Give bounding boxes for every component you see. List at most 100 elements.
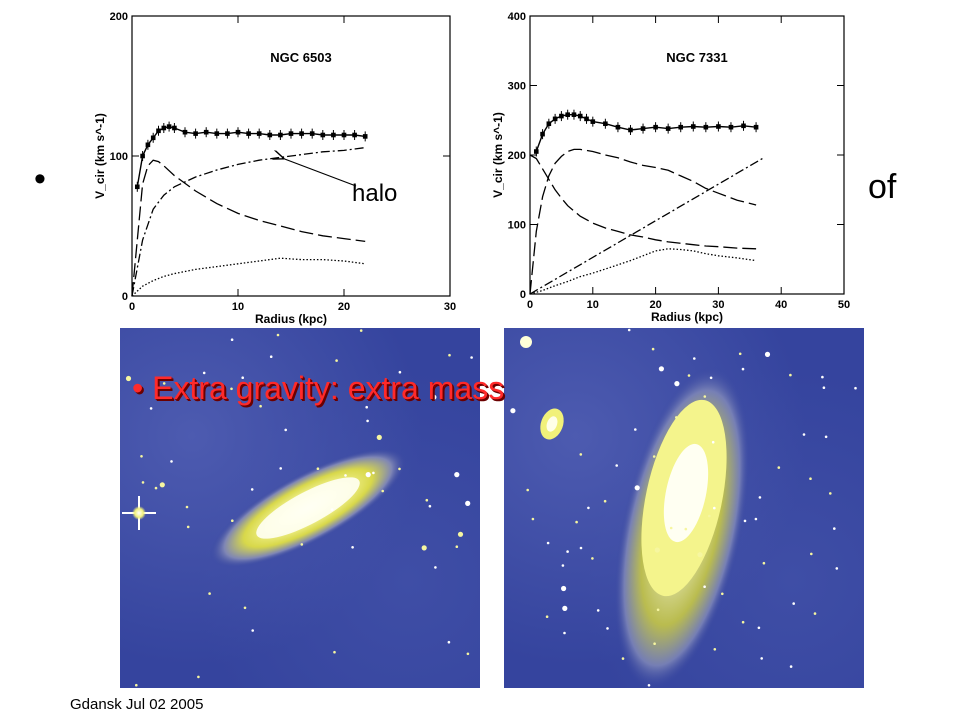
field-star bbox=[230, 387, 233, 391]
data-point bbox=[225, 131, 230, 136]
data-point bbox=[256, 131, 262, 136]
y-tick-label: 200 bbox=[508, 150, 526, 162]
series-line-long-dash bbox=[529, 148, 757, 295]
field-star bbox=[703, 395, 707, 398]
field-star bbox=[186, 525, 190, 529]
field-star bbox=[231, 519, 234, 522]
x-tick-label: 20 bbox=[649, 299, 661, 311]
field-star bbox=[809, 477, 812, 480]
field-star bbox=[687, 374, 691, 377]
field-star bbox=[269, 355, 273, 358]
field-star bbox=[381, 489, 385, 493]
x-tick-label: 30 bbox=[444, 301, 456, 313]
series-line-dotted bbox=[529, 248, 757, 295]
chart-ngc7331-panel: 0 10 20 30 40 50 0 100 200 300 400 NGC 7331 Radius (… bbox=[470, 0, 860, 328]
data-point bbox=[352, 132, 357, 138]
bullet-extra-gravity-text: Extra gravity: extra mass bbox=[152, 370, 505, 406]
chart-ngc6503: 0 10 20 30 0 100 200 NGC 6503 Radius (kpc) V_cir … bbox=[93, 11, 456, 326]
field-star bbox=[141, 481, 145, 484]
field-star bbox=[741, 620, 745, 624]
field-star bbox=[693, 357, 696, 360]
field-star bbox=[829, 492, 832, 495]
x-tick-label: 20 bbox=[338, 301, 350, 313]
field-star bbox=[758, 496, 762, 499]
field-star bbox=[802, 433, 806, 436]
field-star bbox=[359, 329, 363, 332]
footer-text: Gdansk Jul 02 2005 bbox=[70, 696, 204, 713]
field-star bbox=[652, 455, 656, 458]
field-star bbox=[627, 328, 631, 332]
field-star bbox=[208, 592, 211, 595]
field-star bbox=[561, 585, 567, 592]
x-axis-label: Radius (kpc) bbox=[651, 310, 723, 324]
field-star bbox=[454, 472, 460, 478]
field-star bbox=[154, 486, 158, 490]
field-star bbox=[621, 657, 625, 660]
halo-label: halo bbox=[348, 180, 402, 208]
field-star bbox=[615, 464, 618, 467]
field-star bbox=[835, 567, 839, 570]
data-point bbox=[309, 131, 315, 136]
y-tick-label: 400 bbox=[508, 11, 526, 23]
data-point bbox=[182, 129, 188, 135]
field-star bbox=[764, 351, 771, 357]
field-star bbox=[792, 602, 795, 605]
field-star bbox=[654, 547, 660, 553]
field-star bbox=[421, 545, 427, 551]
field-star bbox=[149, 407, 153, 410]
data-point bbox=[552, 116, 558, 122]
y-axis-label: V_cir (km s^-1) bbox=[93, 113, 107, 199]
field-star bbox=[658, 366, 664, 372]
field-star bbox=[743, 519, 747, 523]
data-point bbox=[166, 124, 172, 129]
data-point bbox=[278, 132, 283, 138]
field-star bbox=[757, 626, 761, 630]
series-line-long-dash bbox=[529, 154, 757, 250]
field-star bbox=[669, 526, 673, 530]
field-star bbox=[300, 543, 304, 546]
field-star bbox=[279, 467, 282, 470]
field-star bbox=[760, 657, 763, 660]
data-point bbox=[565, 112, 570, 117]
field-star bbox=[762, 561, 766, 565]
field-star bbox=[697, 552, 703, 558]
field-star bbox=[162, 382, 166, 385]
data-point bbox=[653, 124, 658, 130]
field-star bbox=[579, 546, 583, 550]
field-star bbox=[425, 498, 429, 502]
field-star bbox=[634, 428, 637, 431]
chart-ngc6503-panel: 0 10 20 30 0 100 200 NGC 6503 Radius (kpc) V_cir … bbox=[70, 0, 470, 328]
field-star bbox=[250, 488, 254, 491]
field-star bbox=[466, 652, 470, 656]
field-star bbox=[754, 517, 758, 521]
data-point bbox=[678, 124, 684, 130]
field-star bbox=[603, 499, 607, 503]
data-point bbox=[753, 124, 759, 130]
bullet-extra-gravity: • Extra gravity: extra mass bbox=[132, 370, 504, 407]
chart-title: NGC 7331 bbox=[666, 50, 727, 65]
data-point bbox=[172, 125, 177, 131]
x-tick-label: 0 bbox=[129, 301, 135, 313]
field-star bbox=[434, 566, 437, 569]
field-star bbox=[531, 517, 535, 521]
field-star bbox=[284, 428, 287, 432]
series-line-dash-dot bbox=[529, 157, 763, 295]
field-star bbox=[259, 404, 262, 408]
field-star bbox=[230, 338, 234, 341]
field-star bbox=[376, 434, 382, 440]
field-star bbox=[606, 627, 609, 630]
field-star bbox=[330, 508, 334, 511]
data-point bbox=[193, 131, 198, 136]
field-star bbox=[713, 648, 717, 651]
x-tick-label: 0 bbox=[527, 299, 533, 311]
galaxy-ngc7331-drawing bbox=[510, 328, 857, 688]
red-bullet-dot: • bbox=[132, 370, 153, 406]
series-line-observed bbox=[535, 113, 757, 152]
data-point bbox=[690, 124, 696, 129]
x-tick-label: 50 bbox=[838, 299, 850, 311]
field-star bbox=[813, 612, 817, 615]
field-star bbox=[713, 506, 716, 510]
x-tick-label: 10 bbox=[587, 299, 599, 311]
field-star bbox=[653, 642, 656, 645]
field-star bbox=[789, 665, 793, 668]
